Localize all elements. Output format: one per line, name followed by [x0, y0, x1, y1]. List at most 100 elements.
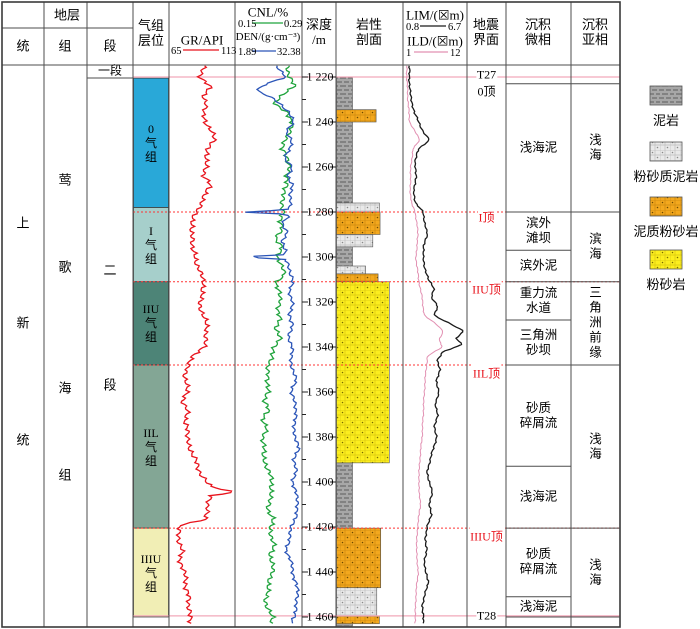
series-char: 新 [16, 315, 30, 331]
log-curve-cnl [259, 65, 297, 624]
depth-label: 1 240 [306, 114, 334, 129]
lith-bed-muddy_siltstone [336, 273, 379, 283]
subfacies-cell-label: 滨 海 [589, 231, 602, 261]
depth-label: 1 420 [306, 519, 334, 534]
lith-bed-silty_mudstone [336, 587, 378, 617]
depth-label: 1 400 [306, 474, 334, 489]
legend-swatch-mudstone [649, 85, 683, 106]
depth-label: 1 360 [306, 384, 334, 399]
gas-group-label: 0 气 组 [144, 121, 158, 164]
ilm-scale-max: 6.7 [448, 22, 462, 33]
legend-label: 泥岩 [652, 113, 680, 128]
lith-bed-muddy_siltstone [336, 616, 380, 625]
depth-label: 1 460 [306, 609, 334, 624]
strata-header: 地层 [53, 7, 81, 23]
lith-track-header: 岩性 剖面 [355, 17, 383, 47]
microfacies-cell-label: 砂质 碎屑流 [519, 400, 558, 430]
formation-header: 组 [58, 38, 72, 54]
subfacies-cell-label: 浅 海 [589, 132, 602, 162]
gr-track-header: GR/API [180, 32, 224, 48]
lith-bed-muddy_siltstone [336, 527, 382, 589]
cnl-track-header: CNL/% [247, 4, 289, 20]
ild-scale-min: 1 [406, 48, 412, 59]
subfacies-cell-label: 浅 海 [589, 557, 602, 587]
gas-group-header: 气组 层位 [137, 18, 165, 48]
legend-swatch-muddy_siltstone [649, 196, 683, 217]
ild-scale-max: 12 [450, 48, 461, 59]
formation-char: 歌 [58, 259, 72, 275]
table-grid [1, 1, 621, 628]
formation-char: 海 [58, 380, 72, 396]
log-curve-ilm [407, 65, 464, 624]
formation-char: 组 [58, 467, 72, 483]
microfacies-cell-label: 砂质 碎屑流 [519, 547, 558, 577]
gas-group-label: IIIU 气 组 [140, 551, 162, 594]
depth-label: 1 380 [306, 429, 334, 444]
lith-bed-muddy_siltstone [336, 211, 381, 235]
gas-group-label: I 气 组 [144, 223, 158, 266]
den-scale-min: 1.89 [238, 47, 257, 58]
microfacies-cell-label: 重力流 水道 [519, 285, 558, 315]
ild-track-header: ILD/(☒m) [407, 33, 463, 49]
legend-label: 粉砂质泥岩 [633, 169, 699, 184]
seismic-marker-label: IIL顶 [471, 364, 502, 382]
seismic-marker-label: IIU顶 [471, 280, 502, 297]
depth-label: 1 440 [306, 564, 334, 579]
microfacies-cell-label: 滨外泥 [519, 258, 558, 273]
depth-ticks [302, 76, 336, 618]
subfacies-header: 沉积 亚相 [581, 17, 609, 47]
seismic-marker-label: T28 [475, 608, 498, 624]
seismic-marker-label: I顶 [477, 208, 496, 225]
microfacies-cell-label: 浅海泥 [519, 140, 558, 155]
gas-group-label: IIL 气 组 [143, 425, 159, 468]
lith-bed-silty_mudstone [336, 265, 366, 275]
gr-scale-max: 113 [221, 46, 237, 57]
header-scale-lines [183, 22, 448, 53]
gas-group-block [133, 207, 169, 283]
microfacies-cell-label: 三角洲 砂坝 [519, 327, 558, 357]
ilm-scale-min: 0.8 [406, 22, 420, 33]
den-track-header: DEN/(g·cm⁻³) [235, 31, 301, 43]
cnl-scale-min: 0.15 [238, 19, 257, 30]
log-curve-ild [405, 65, 444, 624]
log-curve-gr [175, 65, 233, 624]
lith-bed-siltstone [336, 281, 390, 464]
microfacies-cell-label: 浅海泥 [519, 599, 558, 614]
legend-label: 泥质粉砂岩 [633, 224, 699, 239]
depth-label: 1 320 [306, 294, 334, 309]
gas-group-label: IIU 气 组 [142, 302, 160, 345]
seismic-header: 地震 界面 [472, 17, 500, 47]
log-curve-den [245, 65, 301, 624]
depth-label: 1 220 [306, 69, 334, 84]
depth-label: 1 300 [306, 249, 334, 264]
gas-group-block [133, 77, 169, 208]
cnl-scale-max: 0.29 [284, 19, 303, 30]
depth-label: 1 280 [306, 204, 334, 219]
gas-group-block [133, 364, 169, 529]
ilm-track-header: LIM/(☒m) [406, 7, 464, 23]
member-header: 段 [103, 38, 117, 54]
legend-swatches [649, 85, 683, 270]
den-scale-max: 32.38 [277, 47, 301, 58]
lith-bed-silty_mudstone [336, 234, 374, 248]
seismic-marker-label: IIIU顶 [469, 527, 504, 545]
lithology-column [336, 76, 390, 627]
series-char: 上 [16, 215, 30, 231]
series-char: 统 [16, 432, 30, 448]
formation-char: 莺 [58, 172, 72, 188]
lith-bed-muddy_siltstone [336, 109, 377, 123]
subfacies-cell-label: 浅 海 [589, 431, 602, 461]
legend-swatch-silty_mudstone [649, 141, 683, 162]
series-header: 统 [16, 38, 30, 54]
gas-group-block [133, 527, 169, 618]
depth-label: 1 340 [306, 339, 334, 354]
seismic-marker-label: T27 [475, 67, 498, 83]
seismic-marker-label: 0顶 [476, 82, 497, 99]
depth-track-header: 深度 /m [305, 17, 333, 47]
microfacies-cell-label: 滨外 滩坝 [525, 216, 552, 246]
lith-bed-silty_mudstone [336, 202, 380, 213]
legend-label: 粉砂岩 [646, 277, 686, 292]
member-char: 段 [103, 377, 117, 393]
